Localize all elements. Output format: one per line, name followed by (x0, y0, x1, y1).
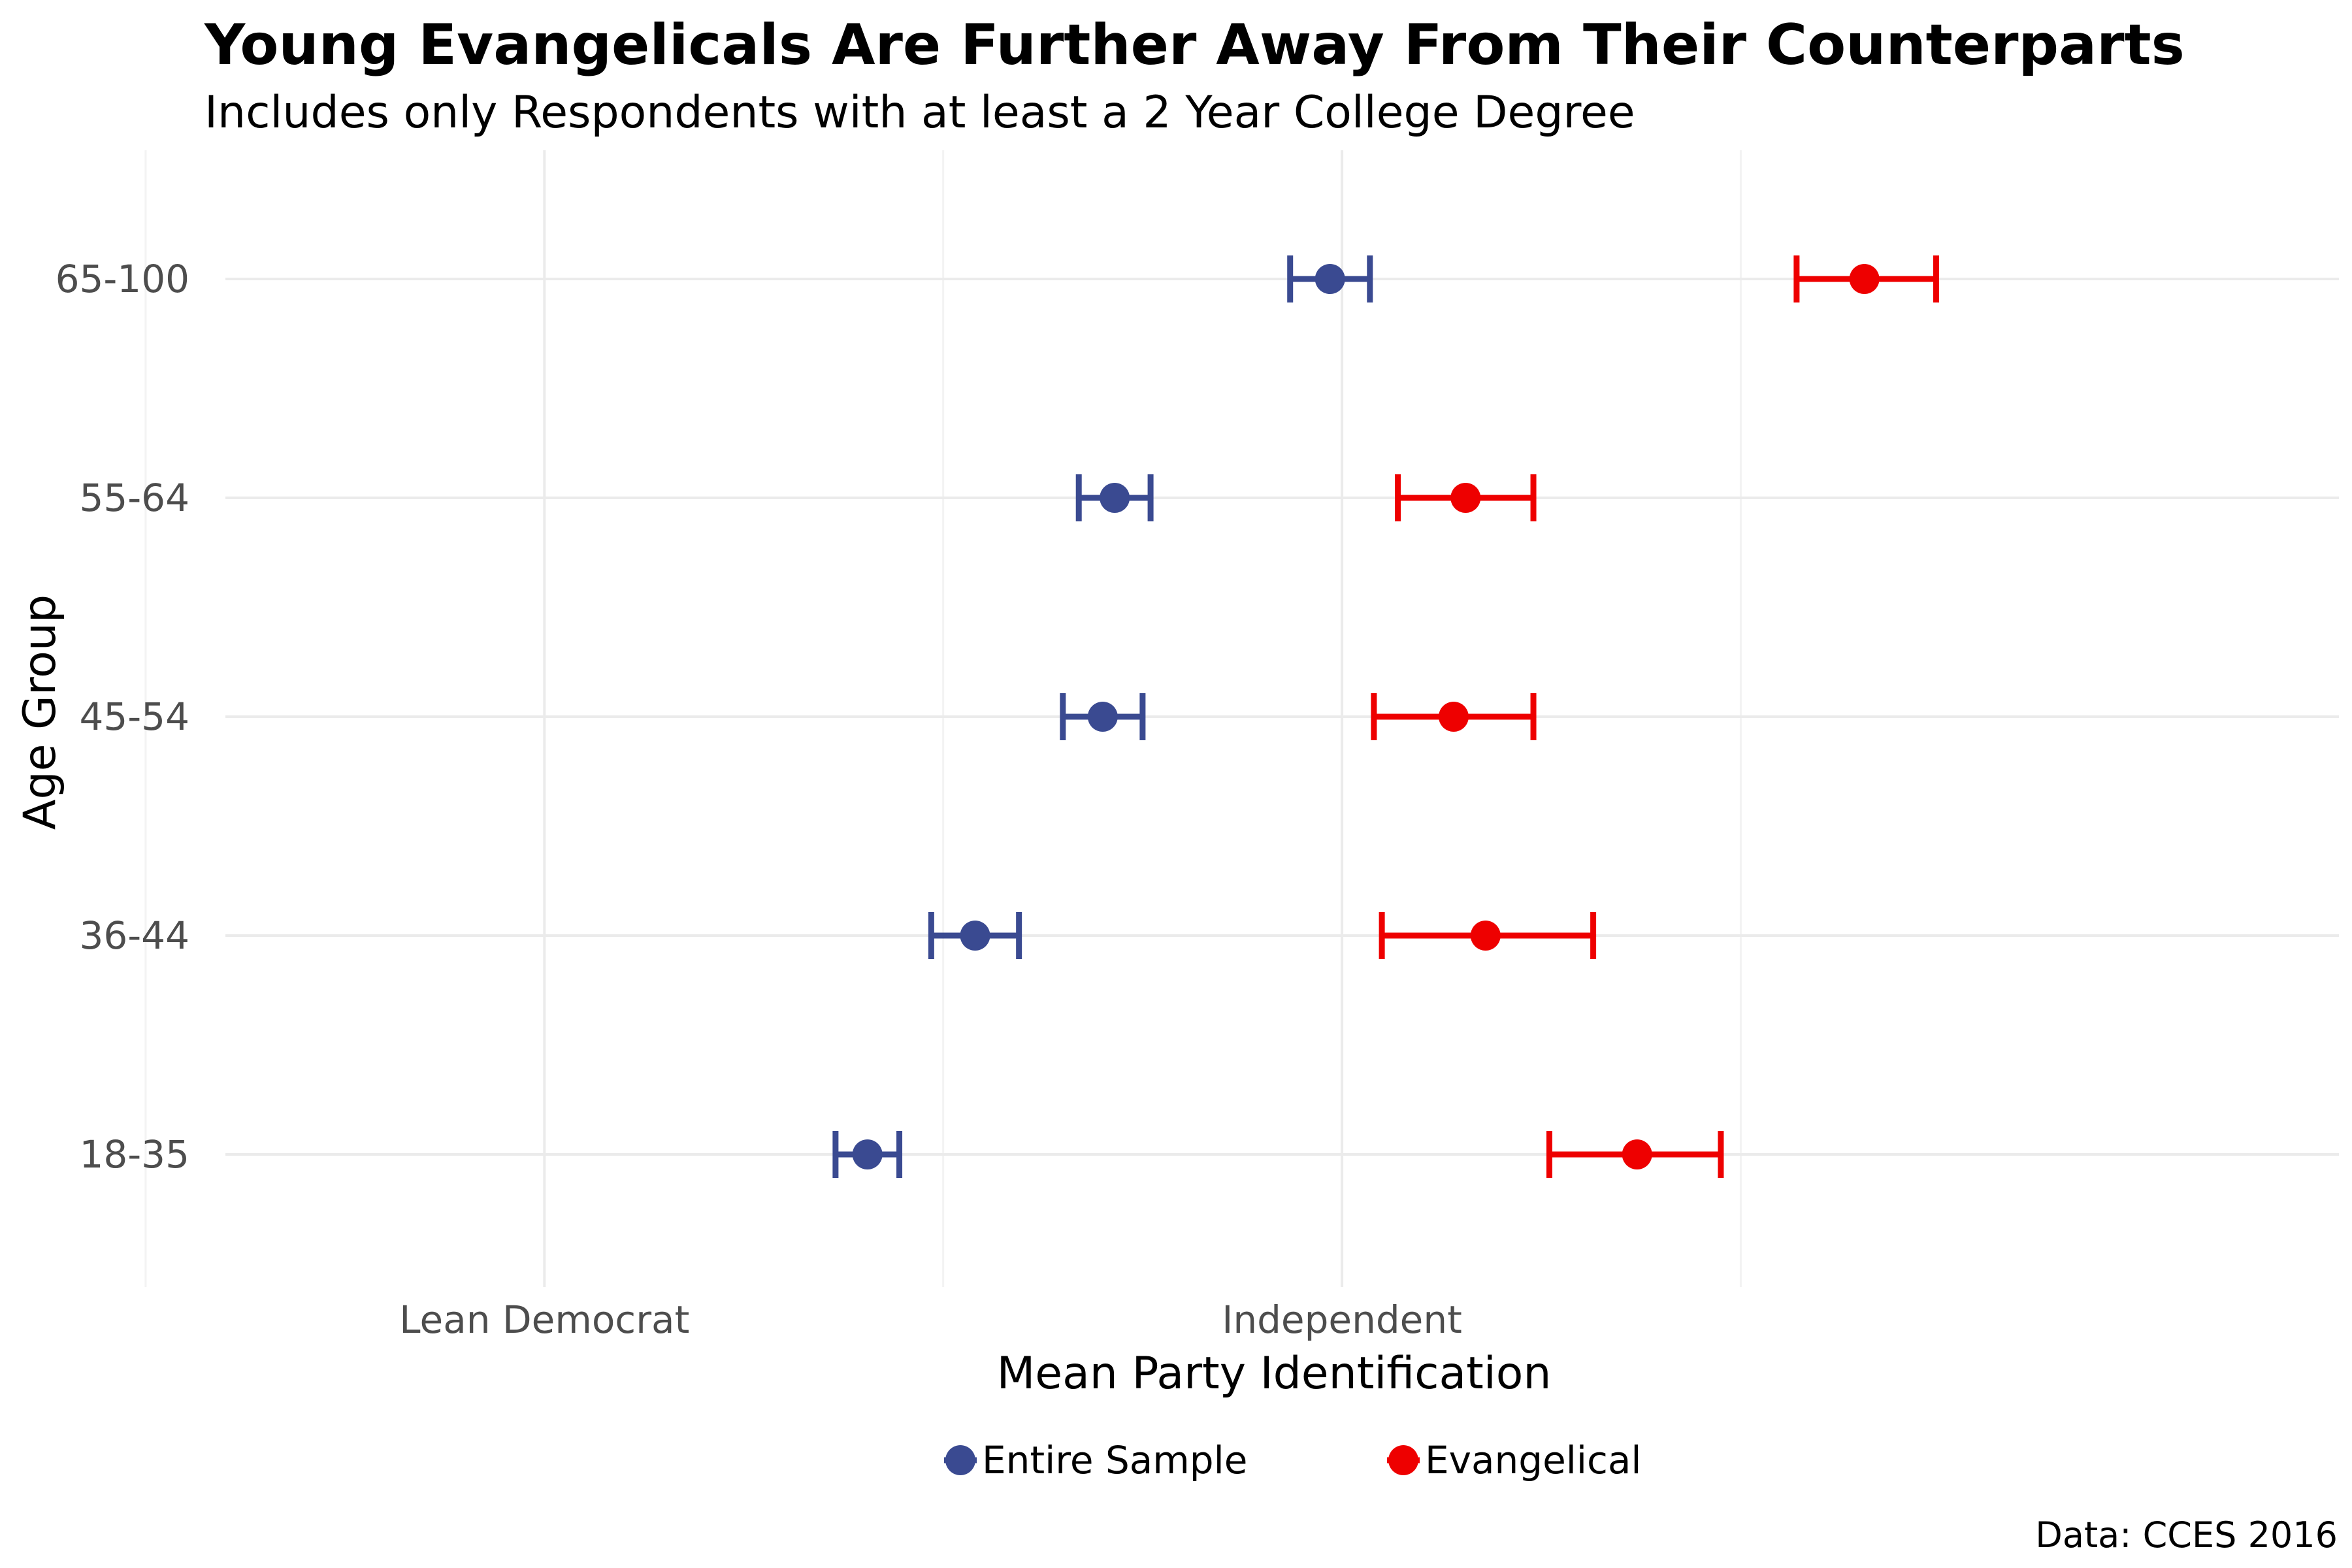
legend-key-point (945, 1445, 975, 1475)
chart-subtitle: Includes only Respondents with at least … (204, 87, 1635, 139)
y-tick-label: 55-64 (79, 476, 189, 520)
plot-marks (832, 255, 1940, 1178)
legend-key-point (1388, 1445, 1418, 1475)
mean-point (1438, 702, 1469, 732)
x-axis-tick-labels: Lean Democrat Independent (399, 1298, 1462, 1342)
x-axis-title: Mean Party Identification (997, 1348, 1552, 1399)
mean-point (1450, 483, 1481, 513)
mean-point (852, 1139, 883, 1169)
y-axis-tick-labels: 18-35 36-44 45-54 55-64 65-100 (56, 257, 189, 1177)
y-tick-label: 45-54 (79, 694, 189, 739)
mean-point (1315, 264, 1345, 294)
mean-point (1470, 921, 1501, 951)
plot-gridlines (144, 150, 2339, 1287)
legend-item: Evangelical (1387, 1438, 1642, 1482)
legend-item: Entire Sample (944, 1438, 1247, 1482)
y-tick-label: 65-100 (56, 257, 189, 301)
y-axis-title: Age Group (14, 595, 66, 830)
legend-label: Evangelical (1425, 1438, 1642, 1482)
chart-title: Young Evangelicals Are Further Away From… (204, 12, 2185, 78)
series-entire-sample (832, 255, 1373, 1178)
mean-point (1849, 264, 1880, 294)
mean-point (1100, 483, 1130, 513)
series-evangelical (1371, 255, 1940, 1178)
x-tick-label: Lean Democrat (399, 1298, 689, 1342)
mean-point (960, 921, 990, 951)
x-tick-label: Independent (1222, 1298, 1462, 1342)
mean-point (1087, 702, 1118, 732)
legend-label: Entire Sample (982, 1438, 1247, 1482)
y-tick-label: 36-44 (79, 913, 189, 958)
legend: Entire Sample Evangelical (944, 1438, 1642, 1482)
y-tick-label: 18-35 (79, 1132, 189, 1177)
mean-point (1622, 1139, 1652, 1169)
chart-caption: Data: CCES 2016 (2035, 1514, 2338, 1556)
